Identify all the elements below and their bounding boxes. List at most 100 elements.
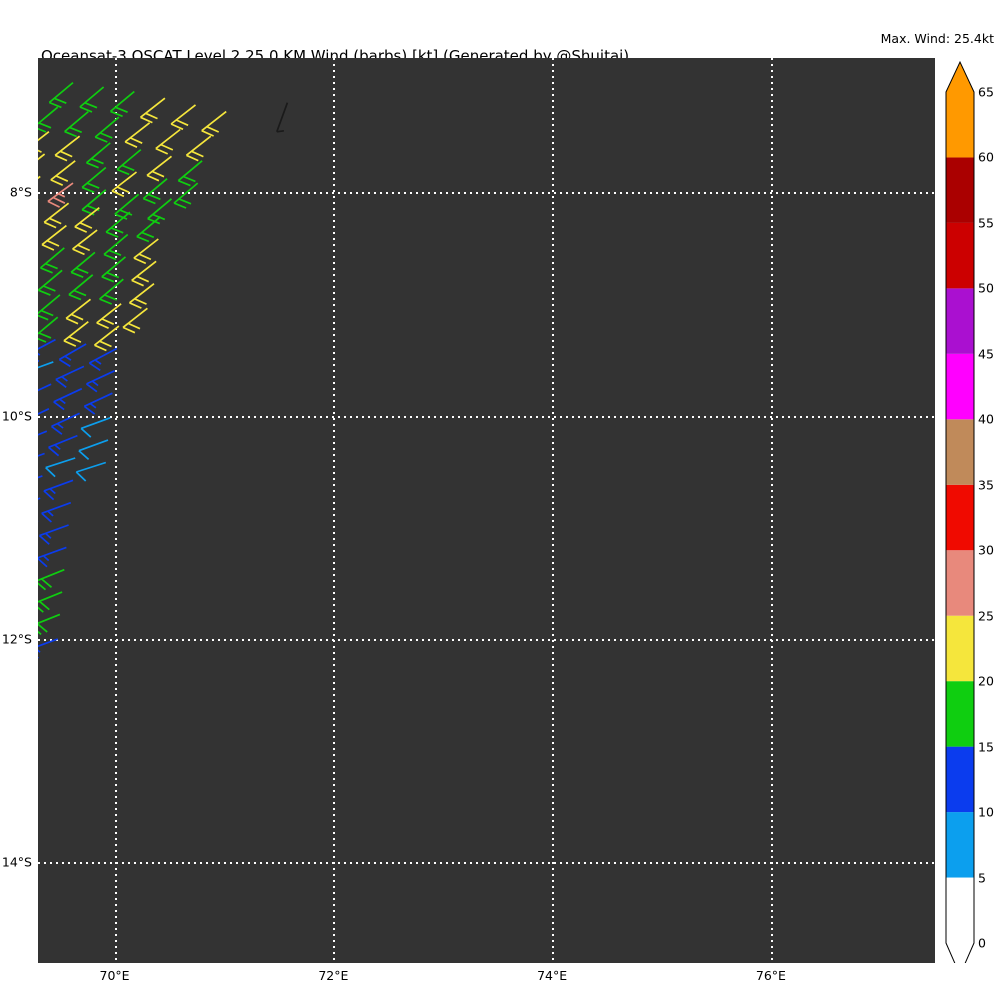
wind-barb bbox=[133, 238, 159, 265]
wind-barb bbox=[48, 81, 74, 109]
wind-barb bbox=[173, 182, 199, 209]
wind-barb bbox=[38, 131, 50, 153]
colorbar-segment bbox=[946, 681, 974, 747]
wind-barb bbox=[38, 175, 41, 180]
y-axis-tick-label: 8°S bbox=[9, 184, 32, 200]
wind-barb bbox=[201, 110, 227, 137]
wind-barb bbox=[38, 316, 59, 343]
gridline-horizontal bbox=[38, 416, 935, 418]
x-axis-tick-label: 72°E bbox=[318, 968, 349, 983]
wind-barb bbox=[43, 202, 70, 229]
wind-barb bbox=[99, 278, 124, 305]
x-axis-tick-label: 76°E bbox=[755, 968, 786, 983]
gridline-vertical bbox=[552, 58, 554, 963]
wind-barb bbox=[94, 116, 120, 143]
colorbar-segment bbox=[946, 419, 974, 485]
colorbar-segment bbox=[946, 550, 974, 616]
colorbar-segment bbox=[946, 812, 974, 878]
wind-barb bbox=[38, 568, 65, 591]
wind-barb bbox=[276, 102, 289, 133]
y-axis-tick-label: 10°S bbox=[1, 408, 32, 424]
wind-barb bbox=[85, 142, 111, 169]
map-plot-area bbox=[38, 58, 935, 963]
wind-barb bbox=[111, 171, 138, 198]
colorbar-tick-label: 45 bbox=[978, 346, 994, 362]
wind-barb bbox=[93, 325, 120, 352]
wind-barb bbox=[65, 298, 92, 325]
gridline-vertical bbox=[115, 58, 117, 963]
colorbar-tick-label: 20 bbox=[978, 673, 994, 689]
wind-barb bbox=[101, 256, 127, 283]
wind-barb bbox=[48, 434, 78, 457]
wind-barb bbox=[38, 294, 61, 321]
wind-barb bbox=[39, 247, 65, 274]
wind-barb bbox=[38, 613, 61, 636]
wind-barb bbox=[38, 383, 52, 392]
wind-barb bbox=[88, 347, 118, 372]
colorbar-tick-label: 0 bbox=[978, 935, 986, 951]
colorbar-segment bbox=[946, 877, 974, 943]
colorbar-tick-label: 15 bbox=[978, 739, 994, 755]
wind-barb bbox=[54, 135, 81, 162]
colorbar-tick-label: 40 bbox=[978, 411, 994, 427]
colorbar-tick-label: 30 bbox=[978, 542, 994, 558]
wind-barb bbox=[124, 122, 151, 148]
colorbar-segment bbox=[946, 484, 974, 551]
wind-barb bbox=[38, 591, 63, 613]
x-axis-tick-label: 70°E bbox=[99, 968, 130, 983]
wind-barb bbox=[128, 283, 155, 309]
colorbar-tick-label: 65 bbox=[978, 84, 994, 100]
colorbar-segment bbox=[946, 288, 974, 354]
colorbar-gradient bbox=[945, 60, 975, 963]
wind-barb bbox=[139, 97, 166, 124]
gridline-horizontal bbox=[38, 192, 935, 194]
wind-barb bbox=[79, 86, 105, 113]
wind-barb bbox=[41, 501, 72, 523]
y-axis-tick-label: 12°S bbox=[1, 631, 32, 647]
wind-barb bbox=[72, 229, 98, 256]
colorbar-segment bbox=[946, 92, 974, 158]
wind-barb bbox=[146, 155, 173, 182]
wind-barb bbox=[136, 216, 162, 243]
wind-barb bbox=[38, 524, 69, 545]
x-axis-tick-label: 74°E bbox=[537, 968, 568, 983]
colorbar-segment bbox=[946, 746, 974, 813]
wind-barb bbox=[50, 412, 80, 435]
gridline-vertical bbox=[333, 58, 335, 963]
wind-barb bbox=[58, 343, 87, 368]
colorbar-tick-label: 60 bbox=[978, 149, 994, 165]
colorbar-extend-over bbox=[946, 62, 974, 92]
colorbar-segment bbox=[946, 157, 974, 223]
gridline-horizontal bbox=[38, 639, 935, 641]
wind-barb bbox=[109, 90, 135, 118]
wind-speed-colorbar bbox=[945, 58, 975, 963]
colorbar-tick-label: 25 bbox=[978, 608, 994, 624]
wind-barb bbox=[170, 104, 197, 131]
wind-barb bbox=[38, 430, 48, 436]
wind-barb bbox=[81, 166, 107, 194]
colorbar-segment bbox=[946, 222, 974, 289]
wind-barb bbox=[70, 251, 96, 278]
wind-barb bbox=[96, 303, 122, 329]
wind-barb bbox=[38, 475, 43, 479]
wind-barb bbox=[53, 387, 83, 411]
wind-barb bbox=[55, 365, 85, 388]
wind-barb bbox=[38, 106, 59, 133]
colorbar-tick-label: 10 bbox=[978, 804, 994, 820]
wind-barb bbox=[63, 321, 89, 347]
wind-barb bbox=[131, 260, 157, 287]
wind-barb bbox=[83, 392, 113, 415]
wind-barb bbox=[38, 338, 56, 363]
wind-barb bbox=[103, 233, 129, 261]
wind-barb bbox=[114, 193, 140, 220]
wind-barb bbox=[142, 178, 168, 205]
wind-barb bbox=[38, 408, 50, 415]
wind-barb bbox=[74, 207, 100, 233]
y-axis-tick-label: 14°S bbox=[1, 854, 32, 870]
colorbar-segment bbox=[946, 353, 974, 420]
colorbar-tick-label: 35 bbox=[978, 477, 994, 493]
gridline-horizontal bbox=[38, 862, 935, 864]
wind-barb bbox=[68, 274, 94, 301]
wind-barb bbox=[78, 439, 109, 461]
wind-barb bbox=[122, 307, 148, 334]
